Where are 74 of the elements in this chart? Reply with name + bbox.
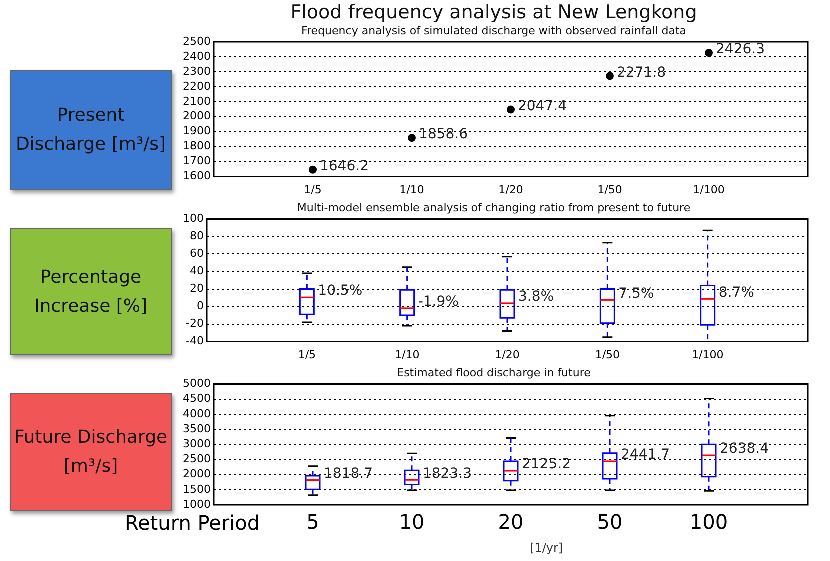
x-tick-label: 1/50 — [598, 183, 622, 196]
x-tick-label: 1/20 — [495, 348, 520, 362]
y-tick-label: 80 — [190, 230, 204, 243]
y-tick-label: 20 — [190, 282, 204, 296]
y-axis-title: Percentage Increase [%] — [33, 266, 149, 318]
text: -1.9% — [418, 294, 459, 310]
x-tick-label: 1/10 — [394, 348, 420, 362]
chart-subtitle: Frequency analysis of simulated discharge with observed rainfall data — [301, 24, 687, 38]
x-tick-label: 20 — [498, 510, 524, 534]
label-box: Present Discharge [m³/s] — [10, 70, 172, 190]
x-tick-label: 10 — [399, 510, 425, 534]
data-label: 2271.8 — [617, 64, 666, 81]
text: 3.8% — [518, 289, 554, 306]
point — [308, 166, 317, 174]
x-tick-label: 1/5 — [298, 348, 316, 362]
label-box: Future Discharge [m³/s] — [10, 393, 172, 511]
chart-title: Estimated flood discharge in future — [397, 366, 592, 380]
text: 1818.7 — [324, 466, 373, 482]
y-tick-label: 2000 — [182, 468, 211, 481]
text: 2638.4 — [720, 441, 769, 458]
y-tick-label: 2200 — [182, 80, 211, 93]
text: 7.5% — [618, 286, 654, 302]
y-tick-label: 2100 — [182, 94, 211, 108]
point — [606, 72, 614, 80]
y-tick-label: 4000 — [182, 407, 211, 420]
point — [705, 49, 713, 58]
x-tick-label: 1/10 — [400, 183, 424, 196]
point — [408, 134, 416, 142]
y-tick-label: 2400 — [182, 50, 211, 63]
x-tick-label: 1/5 — [304, 183, 322, 196]
point — [506, 106, 515, 114]
text: 2125.2 — [522, 456, 571, 473]
x-tick-label: 1/100 — [693, 183, 725, 196]
y-tick-label: 1600 — [182, 170, 211, 183]
x-tick-label: 50 — [597, 510, 623, 534]
data-label: 2047.4 — [518, 98, 568, 114]
x-tick-label: 100 — [690, 510, 728, 534]
y-tick-label: 2000 — [182, 110, 211, 123]
label-box: Percentage Increase [%] — [10, 228, 172, 355]
y-tick-label: 1900 — [182, 124, 211, 138]
y-tick-label: 3500 — [182, 422, 211, 436]
text: 2441.7 — [621, 447, 670, 464]
y-tick-label: 2500 — [182, 34, 211, 48]
data-label: 1646.2 — [320, 158, 369, 175]
text: 10.5% — [318, 283, 363, 300]
y-tick-label: 0 — [196, 300, 204, 313]
data-label: 1858.6 — [418, 126, 468, 143]
y-tick-label: 4500 — [182, 392, 211, 406]
y-tick-label: 5000 — [182, 377, 211, 390]
y-axis-title: Future Discharge [m³/s] — [13, 426, 169, 479]
text: 8.7% — [718, 284, 754, 301]
y-axis-title: Present Discharge [m³/s] — [14, 104, 168, 157]
text: [1/yr] — [530, 541, 564, 555]
x-axis-title: Return Period — [125, 511, 260, 535]
y-tick-label: 1800 — [182, 140, 211, 153]
y-tick-label: 2500 — [182, 452, 211, 466]
y-tick-label: 3000 — [182, 437, 211, 450]
text: 1823.3 — [422, 466, 472, 482]
x-tick-label: 1/100 — [692, 348, 724, 362]
x-tick-label: 1/20 — [498, 183, 524, 196]
data-label: 2426.3 — [716, 42, 765, 58]
y-tick-label: 60 — [190, 247, 204, 260]
x-tick-label: 1/50 — [595, 348, 620, 362]
y-tick-label: -20 — [186, 317, 204, 330]
y-tick-label: 40 — [190, 264, 204, 278]
y-tick-label: 100 — [182, 212, 204, 226]
y-tick-label: 1500 — [182, 482, 211, 496]
x-tick-label: 5 — [306, 510, 320, 534]
y-tick-label: 1000 — [182, 498, 211, 511]
chart-title: Multi-model ensemble analysis of changing ratio from present to future — [297, 201, 691, 214]
y-tick-label: 2300 — [182, 64, 211, 78]
chart-title: Flood frequency analysis at New Lengkong — [290, 1, 698, 24]
y-tick-label: -40 — [186, 334, 204, 348]
y-tick-label: 1700 — [182, 154, 211, 168]
